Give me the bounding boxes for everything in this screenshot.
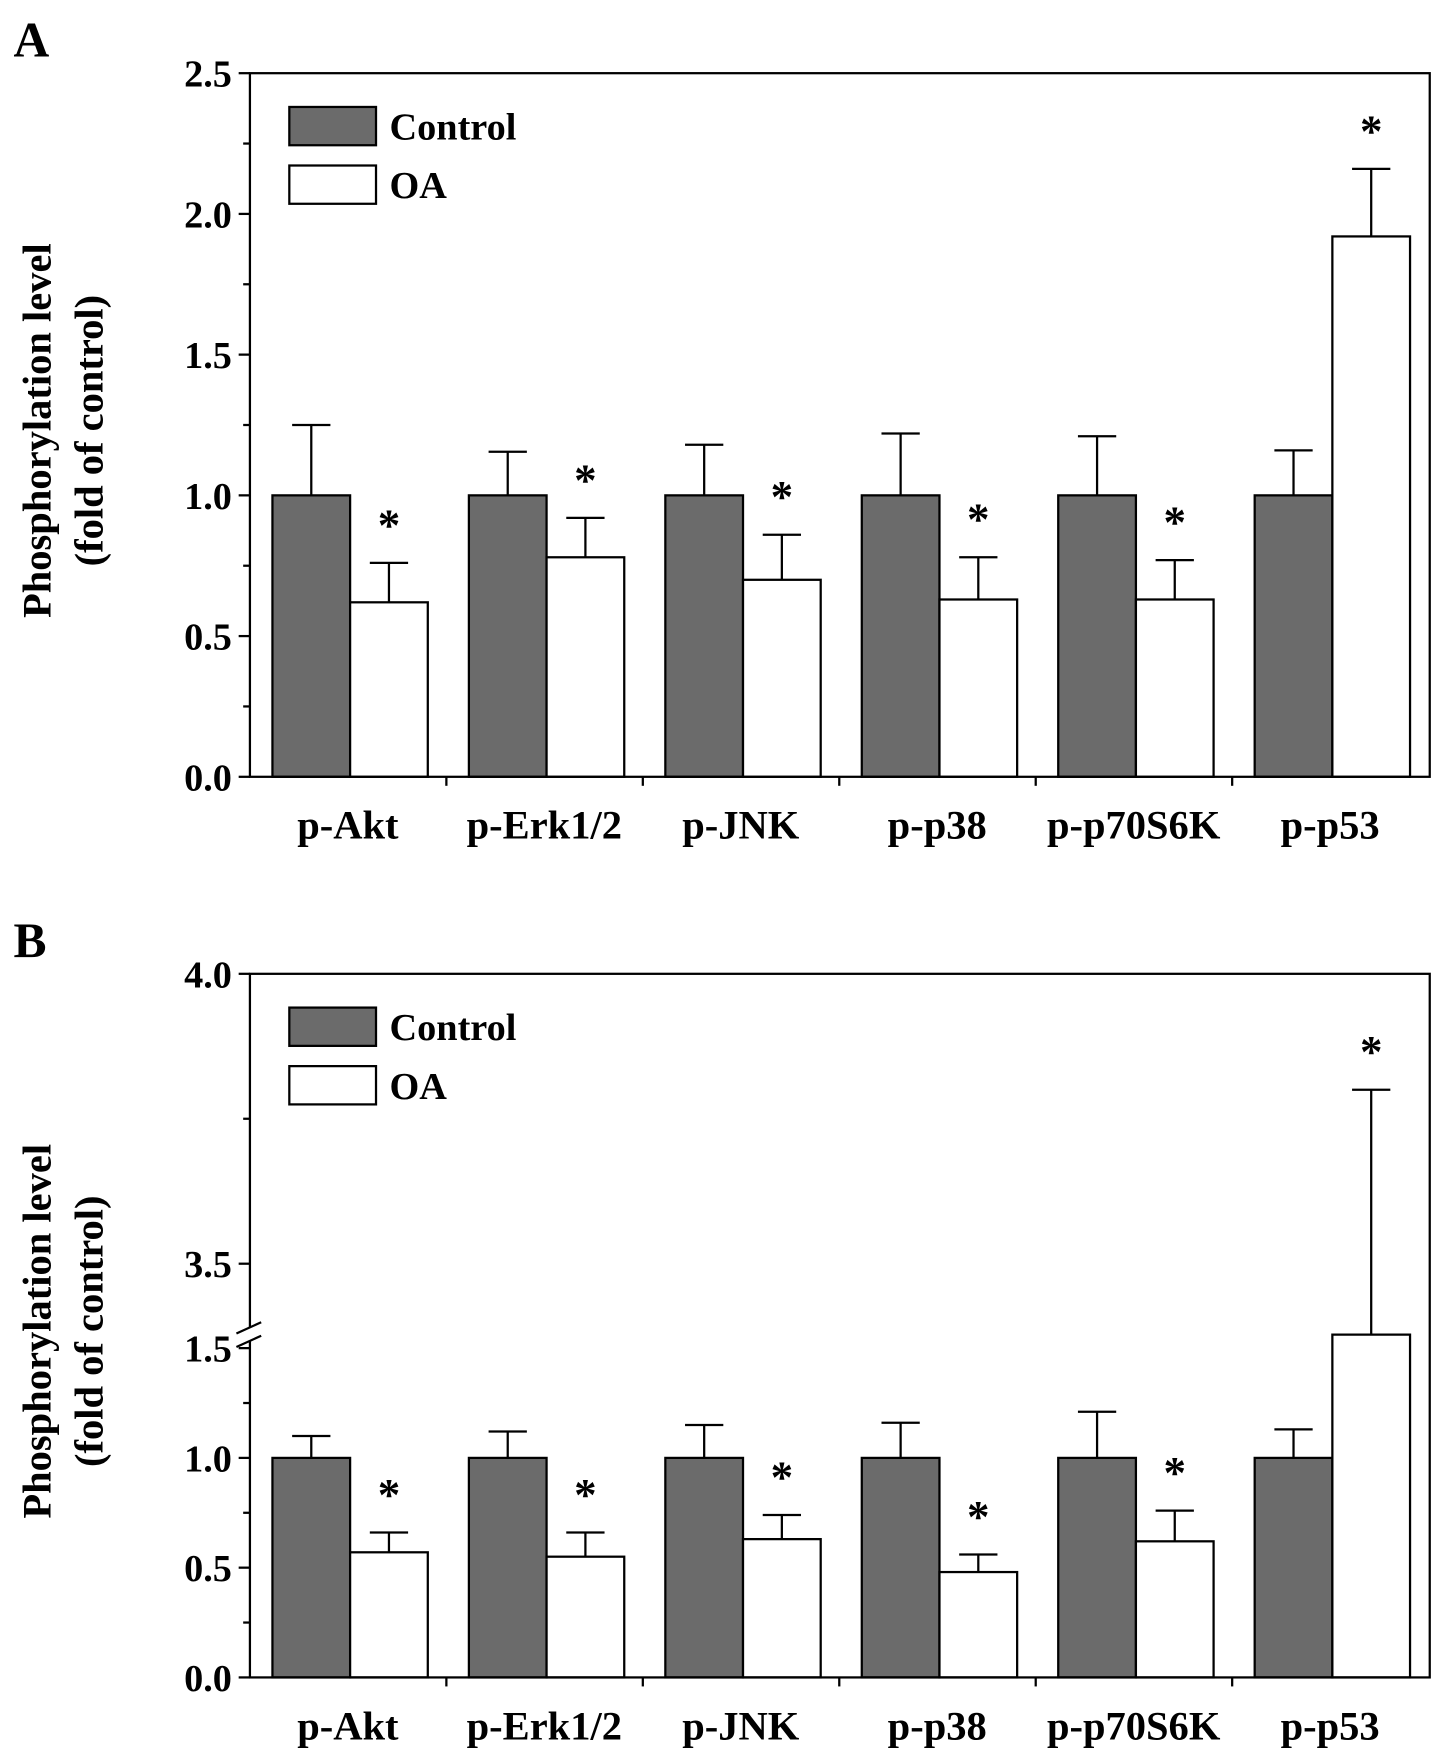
bar-control-p-p53 [1253,1456,1334,1679]
y-tick-label: 1.0 [184,1438,232,1480]
y-axis-label-line: (fold of control) [66,1195,111,1467]
significance-asterisk: * [574,1470,597,1520]
y-axis-label-line: Phosphorylation level [15,1144,60,1519]
y-axis-label: Phosphorylation level (fold of control) [15,1144,112,1519]
bar-oa-p-p53 [1331,235,1412,778]
legend-swatch-oa [288,1065,378,1106]
y-tick-label: 1.5 [184,335,232,377]
panel-B: B Phosphorylation level (fold of control) *… [14,913,1431,1748]
significance-asterisk: * [1360,106,1383,156]
significance-asterisk: * [378,500,401,550]
x-tick-label: p-p38 [888,1703,987,1748]
x-tick-label: p-p70S6K [1047,803,1221,848]
bar-oa-p-p70S6K [1134,1540,1215,1679]
x-tick-label: p-Erk1/2 [467,803,622,848]
bar-oa-p-Akt [348,601,429,778]
panel-A: A Phosphorylation level (fold of control) *… [14,12,1431,848]
bar-oa-p-Erk1/2 [545,556,626,778]
bar-oa-p-p53 [1331,1333,1412,1679]
plot-frame [248,972,1431,1679]
y-tick-label: 0.5 [184,1548,232,1590]
bar-control-p-Erk1/2 [467,1456,548,1679]
y-axis-label: Phosphorylation level (fold of control) [15,243,112,618]
significance-asterisk: * [574,455,597,505]
legend-label: Control [390,1007,517,1049]
bar-control-p-p70S6K [1057,1456,1138,1679]
legend-label: OA [390,1066,448,1108]
y-tick-label: 0.0 [184,757,232,799]
significance-asterisk: * [1163,498,1186,548]
x-tick-label: p-Akt [297,803,399,848]
y-tick-label: 0.5 [184,617,232,659]
y-tick-label: 3.5 [184,1244,232,1286]
axis-break-mark [235,1334,262,1349]
bar-control-p-p70S6K [1057,494,1138,778]
bar-control-p-p38 [860,494,941,778]
significance-asterisk: * [771,472,794,522]
y-tick-label: 4.0 [184,954,232,996]
bar-oa-p-p70S6K [1134,598,1215,778]
bar-control-p-Akt [271,494,352,778]
x-tick-label: p-p70S6K [1047,1703,1221,1748]
significance-asterisk: * [1360,1027,1383,1077]
legend-swatch-control [288,105,378,147]
x-tick-label: p-Akt [297,1703,399,1748]
y-tick-label: 2.5 [184,54,232,96]
axis-break-gap [246,1327,254,1342]
x-tick-label: p-p53 [1281,803,1380,848]
x-tick-label: p-Erk1/2 [467,1703,622,1748]
x-tick-label: p-p53 [1281,1703,1380,1748]
legend-label: Control [390,107,517,149]
panel-label: B [14,913,47,968]
bar-control-p-p38 [860,1456,941,1679]
x-tick-label: p-JNK [682,1703,800,1748]
legend-label: OA [390,165,448,207]
bar-control-p-JNK [664,494,745,778]
x-tick-label: p-p38 [888,803,987,848]
panel-label: A [14,12,50,67]
legend-swatch-oa [288,164,378,205]
significance-asterisk: * [967,1492,990,1542]
y-axis-label-line: Phosphorylation level [15,243,60,618]
x-tick-label: p-JNK [682,803,800,848]
y-tick-label: 1.0 [184,476,232,518]
bar-oa-p-Erk1/2 [545,1555,626,1679]
bar-control-p-JNK [664,1456,745,1679]
bar-oa-p-JNK [741,1537,822,1679]
bar-oa-p-JNK [741,578,822,778]
significance-asterisk: * [771,1452,794,1502]
bar-oa-p-p38 [938,1570,1019,1679]
legend-swatch-control [288,1006,378,1047]
y-tick-label: 1.5 [184,1329,232,1371]
y-axis-label-line: (fold of control) [66,295,111,567]
significance-asterisk: * [378,1470,401,1520]
significance-asterisk: * [1163,1448,1186,1498]
bar-oa-p-p38 [938,598,1019,778]
bar-oa-p-Akt [348,1551,429,1679]
y-tick-label: 2.0 [184,194,232,236]
bar-control-p-Akt [271,1456,352,1679]
axis-break-mark [235,1321,262,1335]
bar-control-p-p53 [1253,494,1334,778]
y-tick-label: 0.0 [184,1658,232,1700]
bar-control-p-Erk1/2 [467,494,548,778]
significance-asterisk: * [967,495,990,545]
